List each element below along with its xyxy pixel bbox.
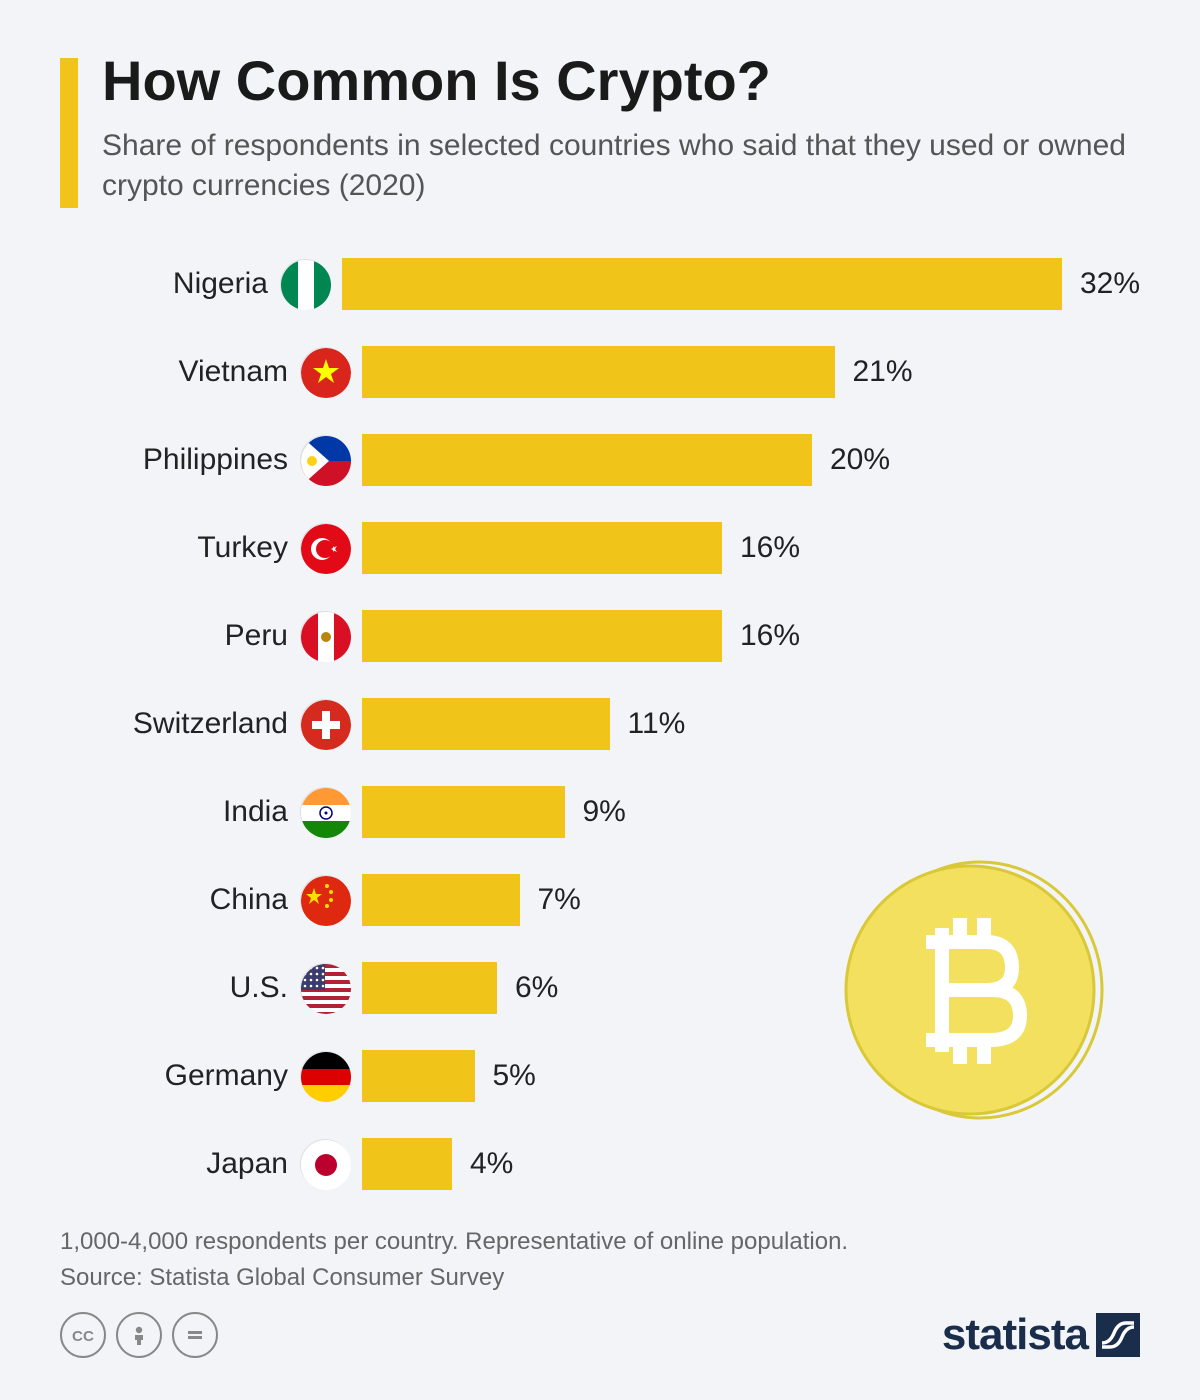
- bar: [362, 346, 835, 398]
- bar: [362, 1138, 452, 1190]
- country-label: Germany: [60, 1059, 300, 1093]
- svg-text:CC: CC: [72, 1328, 94, 1345]
- bar: [342, 258, 1062, 310]
- bar-value: 4%: [470, 1147, 513, 1181]
- bar-value: 20%: [830, 443, 890, 477]
- footer: CC statista: [60, 1310, 1140, 1360]
- footnote-line2: Source: Statista Global Consumer Survey: [60, 1260, 1140, 1296]
- flag-icon-india: [300, 787, 350, 837]
- logo-mark-icon: [1096, 1313, 1140, 1357]
- bar-wrap: 32%: [342, 258, 1140, 310]
- flag-icon-germany: [300, 1051, 350, 1101]
- chart-row: India 9%: [60, 776, 1140, 848]
- flag-icon-vietnam: [300, 347, 350, 397]
- chart-title: How Common Is Crypto?: [102, 50, 1140, 112]
- cc-icon: CC: [60, 1312, 106, 1358]
- chart-row: Philippines 20%: [60, 424, 1140, 496]
- bar-value: 6%: [515, 971, 558, 1005]
- bar-wrap: 11%: [362, 698, 1140, 750]
- flag-icon-philippines: [300, 435, 350, 485]
- footnote: 1,000-4,000 respondents per country. Rep…: [60, 1224, 1140, 1296]
- country-label: Philippines: [60, 443, 300, 477]
- country-label: Vietnam: [60, 355, 300, 389]
- cc-nd-icon: [172, 1312, 218, 1358]
- bar-value: 9%: [583, 795, 626, 829]
- bar-value: 21%: [853, 355, 913, 389]
- flag-icon-japan: [300, 1139, 350, 1189]
- chart-row: Japan 4%: [60, 1128, 1140, 1200]
- footnote-line1: 1,000-4,000 respondents per country. Rep…: [60, 1224, 1140, 1260]
- bar-wrap: 20%: [362, 434, 1140, 486]
- country-label: Peru: [60, 619, 300, 653]
- country-label: Switzerland: [60, 707, 300, 741]
- flag-icon-switzerland: [300, 699, 350, 749]
- flag-icon-peru: [300, 611, 350, 661]
- bar-wrap: 4%: [362, 1138, 1140, 1190]
- chart-header: How Common Is Crypto? Share of responden…: [60, 50, 1140, 208]
- chart-row: Vietnam 21%: [60, 336, 1140, 408]
- cc-license-icons: CC: [60, 1312, 218, 1358]
- logo-text: statista: [942, 1310, 1088, 1360]
- country-label: China: [60, 883, 300, 917]
- chart-row: Turkey 16%: [60, 512, 1140, 584]
- flag-icon-nigeria: [280, 259, 330, 309]
- bar: [362, 962, 497, 1014]
- bar-value: 7%: [538, 883, 581, 917]
- bar-wrap: 9%: [362, 786, 1140, 838]
- bar-value: 32%: [1080, 267, 1140, 301]
- flag-icon-china: [300, 875, 350, 925]
- bar-value: 11%: [628, 707, 686, 741]
- bar-wrap: 21%: [362, 346, 1140, 398]
- chart-row: Switzerland 11%: [60, 688, 1140, 760]
- country-label: Turkey: [60, 531, 300, 565]
- bar: [362, 786, 565, 838]
- country-label: Nigeria: [60, 267, 280, 301]
- bar-value: 16%: [740, 619, 800, 653]
- cc-by-icon: [116, 1312, 162, 1358]
- chart-subtitle: Share of respondents in selected countri…: [102, 126, 1140, 207]
- bar-value: 16%: [740, 531, 800, 565]
- accent-bar: [60, 58, 78, 208]
- flag-icon-us: [300, 963, 350, 1013]
- bar-value: 5%: [493, 1059, 536, 1093]
- bar-wrap: 16%: [362, 522, 1140, 574]
- flag-icon-turkey: [300, 523, 350, 573]
- header-text: How Common Is Crypto? Share of responden…: [102, 50, 1140, 208]
- statista-logo: statista: [942, 1310, 1140, 1360]
- bitcoin-icon: [830, 850, 1110, 1130]
- country-label: Japan: [60, 1147, 300, 1181]
- bar: [362, 698, 610, 750]
- chart-row: Peru 16%: [60, 600, 1140, 672]
- country-label: India: [60, 795, 300, 829]
- bar-wrap: 16%: [362, 610, 1140, 662]
- country-label: U.S.: [60, 971, 300, 1005]
- bar: [362, 434, 812, 486]
- bar: [362, 522, 722, 574]
- chart-row: Nigeria 32%: [60, 248, 1140, 320]
- bar: [362, 1050, 475, 1102]
- bar: [362, 874, 520, 926]
- bar: [362, 610, 722, 662]
